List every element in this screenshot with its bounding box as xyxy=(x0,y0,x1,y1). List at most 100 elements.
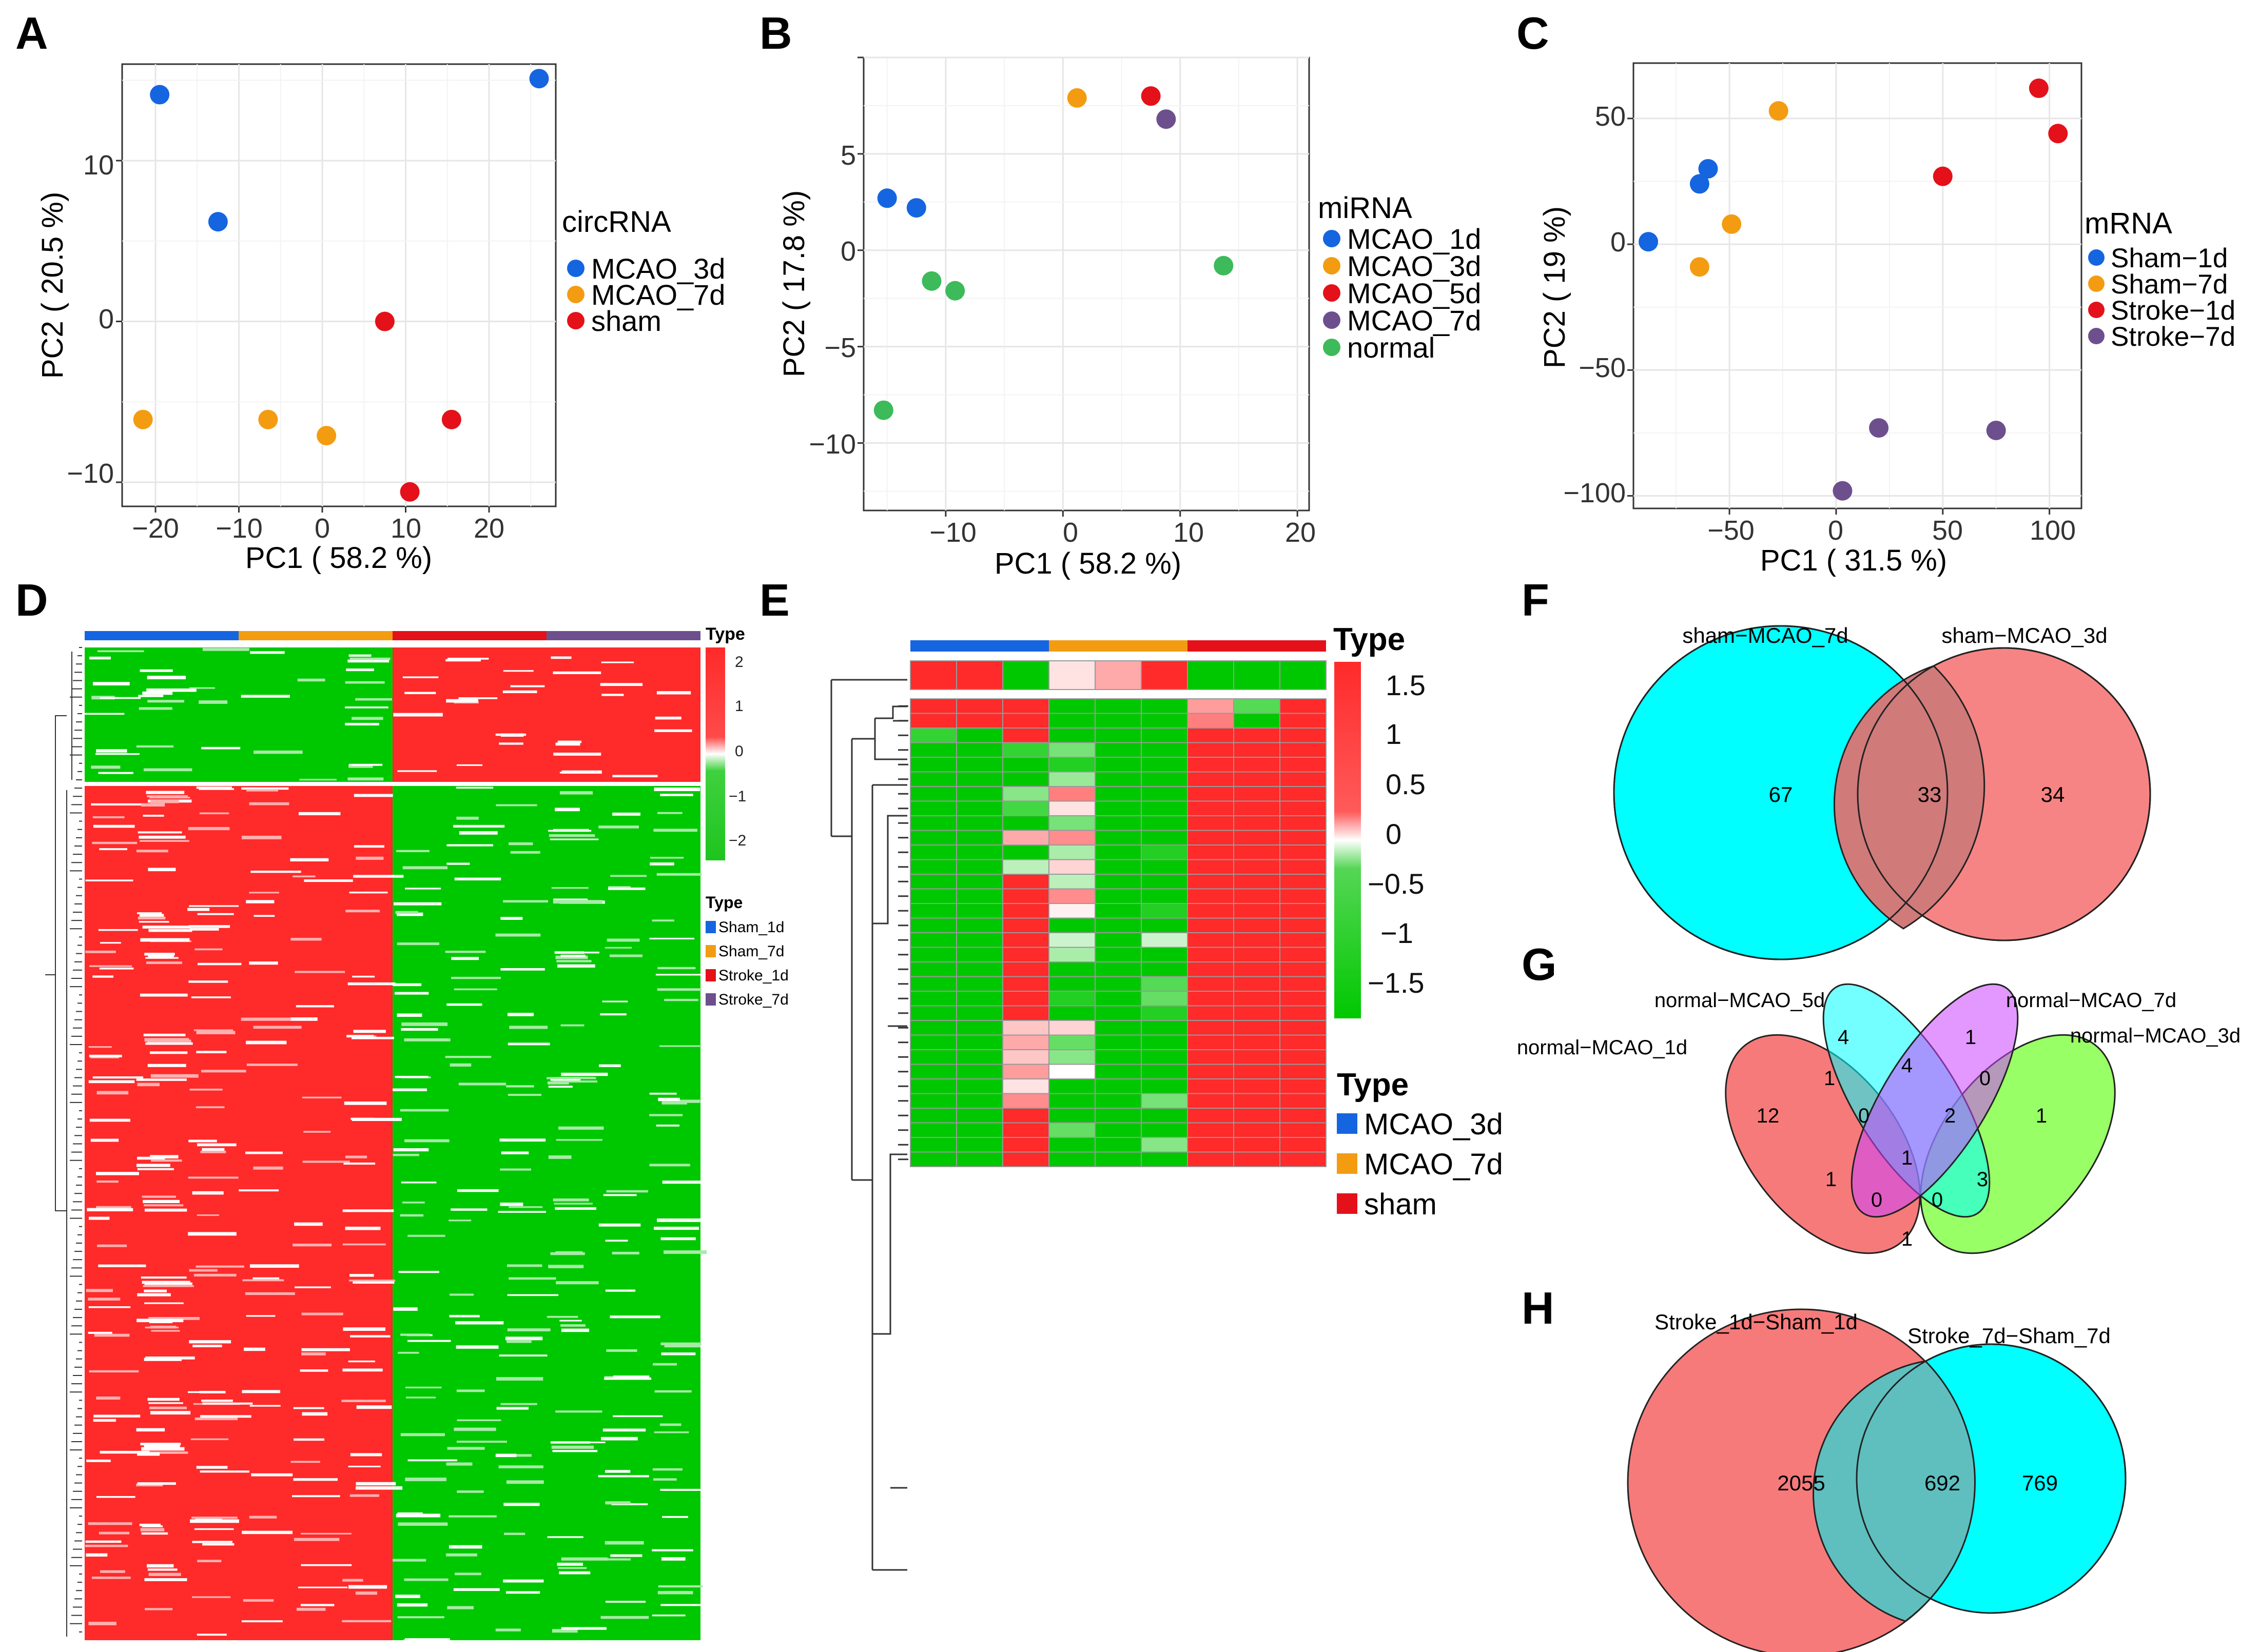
data-point xyxy=(1986,420,2006,440)
heatmap-cell xyxy=(1002,727,1049,743)
heatmap-cell xyxy=(92,682,130,686)
heatmap-cell xyxy=(1187,976,1234,992)
heatmap-cell xyxy=(653,829,697,832)
heatmap-cell xyxy=(549,834,595,837)
heatmap-cell xyxy=(143,815,164,817)
venn-f-outline xyxy=(1857,647,2151,941)
heatmap-cell xyxy=(551,887,589,889)
heatmap-cell xyxy=(1141,1122,1188,1138)
data-point xyxy=(2029,78,2049,99)
heatmap-cell xyxy=(551,1445,594,1449)
heatmap-cell xyxy=(189,1269,218,1272)
heatmap-cell xyxy=(144,1289,167,1292)
heatmap-cell xyxy=(190,1519,239,1523)
heatmap-cell xyxy=(96,1172,139,1175)
panel-d-dendrogram xyxy=(45,647,82,1637)
heatmap-cell xyxy=(187,908,210,911)
heatmap-cell xyxy=(301,1348,350,1351)
heatmap-cell xyxy=(294,1438,324,1441)
heatmap-cell xyxy=(1048,961,1096,977)
heatmap-cell xyxy=(601,694,624,696)
panel-a-legend-title: circRNA xyxy=(562,205,671,239)
heatmap-cell xyxy=(1048,1093,1096,1109)
heatmap-cell xyxy=(345,1155,367,1158)
heatmap-cell xyxy=(495,933,541,937)
heatmap-cell xyxy=(400,1214,424,1217)
heatmap-column xyxy=(495,647,547,782)
panel-a-xtick-label: −20 xyxy=(132,513,179,544)
heatmap-cell xyxy=(249,1405,281,1407)
heatmap-cell xyxy=(1187,1078,1234,1094)
heatmap-cell xyxy=(1279,713,1327,729)
heatmap-cell xyxy=(1187,786,1234,802)
heatmap-cell xyxy=(242,1530,293,1535)
heatmap-cell xyxy=(1048,1122,1096,1138)
heatmap-cell xyxy=(99,967,134,970)
heatmap-cell xyxy=(346,1035,374,1038)
heatmap-cell xyxy=(1233,859,1280,875)
heatmap-cell xyxy=(342,1209,394,1212)
panel-a-x-axis-label: PC1 ( 58.2 %) xyxy=(245,541,432,575)
heatmap-cell xyxy=(189,905,239,907)
heatmap-cell xyxy=(344,1101,387,1105)
heatmap-column xyxy=(85,786,136,1640)
heatmap-cell xyxy=(349,1274,374,1277)
heatmap-cell xyxy=(1141,1108,1188,1124)
panel-e-group-mcao-3d xyxy=(910,640,1049,652)
heatmap-cell xyxy=(659,1423,681,1426)
heatmap-cell xyxy=(92,816,125,818)
heatmap-cell xyxy=(136,1078,187,1081)
heatmap-cell xyxy=(396,850,430,852)
heatmap-cell xyxy=(138,916,166,920)
heatmap-cell xyxy=(1279,932,1327,948)
heatmap-cell xyxy=(342,1243,386,1246)
heatmap-cell xyxy=(151,1159,182,1162)
heatmap-cell xyxy=(1095,1093,1142,1109)
heatmap-cell xyxy=(601,661,634,663)
panel-c-xtick-label: −50 xyxy=(1707,515,1755,546)
panel-d-legend-label: Stroke_1d xyxy=(718,967,789,984)
heatmap-cell xyxy=(603,1194,637,1196)
heatmap-cell xyxy=(395,1595,420,1598)
panel-d-scale-label: −1 xyxy=(729,788,746,805)
heatmap-cell xyxy=(92,1577,131,1579)
legend-key-sham-1d xyxy=(706,921,716,933)
heatmap-cell xyxy=(1048,800,1096,816)
heatmap-cell xyxy=(1233,874,1280,890)
venn-g-count: 3 xyxy=(1977,1168,1988,1191)
heatmap-cell xyxy=(348,764,373,768)
heatmap-cell xyxy=(956,917,1003,933)
heatmap-cell xyxy=(557,964,595,968)
heatmap-cell xyxy=(608,887,646,890)
heatmap-cell xyxy=(1002,1137,1049,1153)
heatmap-cell xyxy=(148,1316,200,1320)
heatmap-cell xyxy=(1233,888,1280,904)
legend-key-sham-7d xyxy=(706,945,716,957)
heatmap-cell xyxy=(1141,947,1188,962)
heatmap-cell xyxy=(559,1076,594,1079)
heatmap-cell xyxy=(956,1108,1003,1124)
panel-e-color-scale xyxy=(1334,662,1361,1018)
heatmap-cell xyxy=(509,1277,556,1280)
heatmap-cell xyxy=(290,937,322,941)
heatmap-cell xyxy=(1048,771,1096,787)
data-point xyxy=(441,409,461,429)
heatmap-cell xyxy=(348,1360,375,1363)
panel-a-legend-label: MCAO_3d xyxy=(591,252,725,285)
data-point xyxy=(873,400,893,420)
heatmap-cell xyxy=(446,844,494,847)
heatmap-cell xyxy=(649,937,694,939)
panel-a-y-ticks: −10 0 10 xyxy=(67,150,114,489)
heatmap-cell xyxy=(196,1106,225,1109)
heatmap-cell xyxy=(190,1438,229,1440)
heatmap-cell xyxy=(1048,932,1096,948)
heatmap-cell xyxy=(558,1126,604,1130)
heatmap-cell xyxy=(1002,947,1049,962)
heatmap-cell xyxy=(1048,727,1096,743)
venn-f-counts: 67 33 34 xyxy=(1769,782,2065,807)
heatmap-cell xyxy=(1233,1078,1280,1094)
heatmap-cell xyxy=(1141,859,1188,875)
panel-c-grid xyxy=(1627,63,2081,515)
heatmap-cell xyxy=(956,991,1003,1007)
heatmap-cell xyxy=(1233,1151,1280,1167)
